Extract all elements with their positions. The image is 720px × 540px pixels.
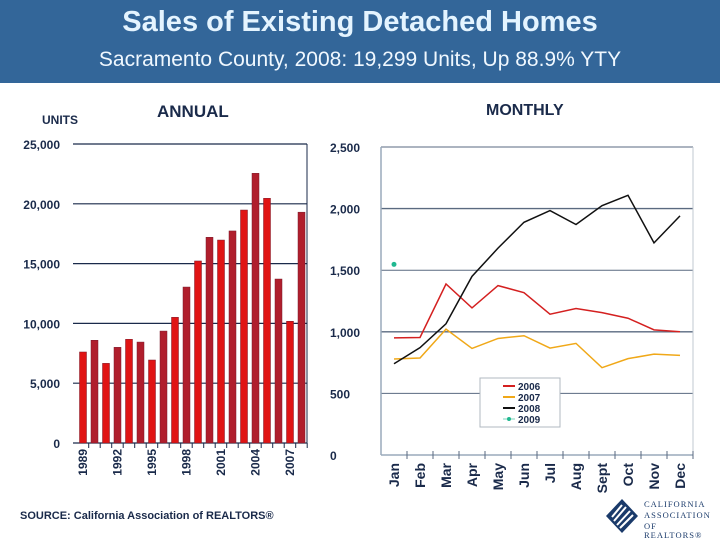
y-tick-label: 0 bbox=[53, 437, 60, 451]
slide-title: Sales of Existing Detached Homes bbox=[122, 6, 598, 38]
series-point-2009 bbox=[391, 261, 397, 267]
y-tick-label: 1,000 bbox=[330, 326, 360, 340]
bar-2005 bbox=[263, 198, 271, 444]
series-line-2008 bbox=[393, 194, 681, 365]
month-label: May bbox=[490, 463, 506, 490]
legend-label: 2007 bbox=[518, 393, 541, 404]
annual-title: ANNUAL bbox=[157, 102, 229, 121]
legend-label: 2008 bbox=[518, 404, 541, 415]
bar-2001 bbox=[217, 239, 225, 444]
bar-2000 bbox=[205, 237, 214, 444]
y-tick-label: 0 bbox=[330, 449, 337, 463]
y-tick-label: 25,000 bbox=[23, 138, 60, 152]
bar-2008 bbox=[297, 211, 306, 444]
month-label: Jun bbox=[516, 463, 532, 488]
bar-1991 bbox=[102, 363, 110, 444]
bar-2007 bbox=[286, 320, 294, 444]
month-label: Aug bbox=[568, 463, 584, 490]
x-tick-label: 1989 bbox=[76, 449, 90, 476]
y-tick-label: 20,000 bbox=[23, 198, 60, 212]
y-tick-label: 5,000 bbox=[30, 377, 60, 391]
logo-line: CALIFORNIA bbox=[644, 499, 706, 509]
legend-label: 2006 bbox=[518, 382, 541, 393]
legend-marker bbox=[507, 417, 511, 421]
y-tick-label: 1,500 bbox=[330, 264, 360, 278]
monthly-title: MONTHLY bbox=[486, 102, 564, 119]
y-tick-label: 500 bbox=[330, 387, 350, 401]
y-tick-label: 2,500 bbox=[330, 141, 360, 155]
month-label: Jul bbox=[542, 463, 558, 483]
bar-1999 bbox=[194, 260, 202, 444]
x-tick-label: 2007 bbox=[283, 449, 297, 476]
legend-box bbox=[479, 377, 561, 428]
y-tick-label: 2,000 bbox=[330, 203, 360, 217]
x-tick-label: 2004 bbox=[249, 449, 263, 476]
series-line-2006 bbox=[393, 282, 681, 339]
car-logo: CALIFORNIA ASSOCIATION OF REALTORS® bbox=[604, 497, 714, 540]
legend-label: 2009 bbox=[518, 415, 541, 426]
y-tick-label: 10,000 bbox=[23, 317, 60, 331]
month-label: Nov bbox=[646, 463, 662, 490]
y-tick-label: 15,000 bbox=[23, 258, 60, 272]
header-band: Sales of Existing Detached Homes Sacrame… bbox=[0, 0, 720, 83]
logo-line: ASSOCIATION bbox=[644, 510, 711, 520]
month-label: Sept bbox=[594, 463, 610, 494]
bar-2006 bbox=[274, 278, 283, 444]
month-label: Oct bbox=[620, 463, 636, 487]
bar-1994 bbox=[136, 341, 145, 444]
logo-mark-icon bbox=[606, 499, 638, 533]
x-tick-label: 1995 bbox=[145, 449, 159, 476]
bar-1998 bbox=[182, 286, 191, 444]
slide-subtitle: Sacramento County, 2008: 19,299 Units, U… bbox=[98, 48, 622, 71]
month-label: Apr bbox=[464, 462, 480, 487]
source-note: SOURCE: California Association of REALTO… bbox=[20, 510, 274, 522]
logo-line: OF REALTORS® bbox=[644, 521, 703, 540]
month-label: Mar bbox=[438, 462, 454, 487]
month-label: Feb bbox=[412, 463, 428, 488]
bar-2003 bbox=[240, 209, 248, 444]
bar-1993 bbox=[125, 339, 133, 444]
bar-2004 bbox=[251, 173, 260, 444]
x-tick-label: 1992 bbox=[111, 449, 125, 476]
units-label: UNITS bbox=[42, 113, 78, 127]
bar-1990 bbox=[90, 340, 99, 444]
bar-1997 bbox=[171, 317, 179, 444]
bar-1995 bbox=[148, 359, 156, 444]
x-tick-label: 2001 bbox=[214, 449, 228, 476]
bar-2002 bbox=[228, 230, 237, 444]
month-label: Dec bbox=[672, 463, 688, 489]
x-tick-label: 1998 bbox=[180, 449, 194, 476]
bar-1996 bbox=[159, 330, 168, 444]
series-line-2007 bbox=[393, 328, 681, 369]
bar-1989 bbox=[79, 351, 87, 444]
month-label: Jan bbox=[386, 463, 402, 487]
bar-1992 bbox=[113, 347, 122, 444]
